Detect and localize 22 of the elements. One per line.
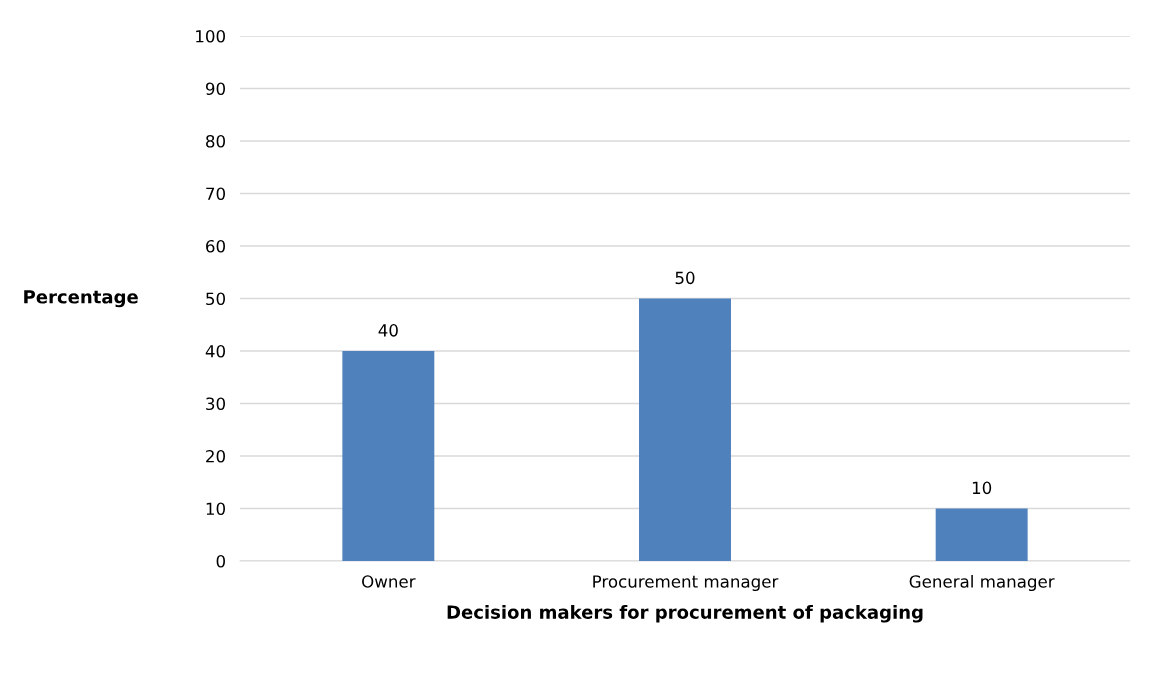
bar bbox=[342, 351, 435, 561]
y-tick-label: 100 bbox=[196, 29, 225, 43]
data-label: 10 bbox=[972, 481, 992, 495]
bar bbox=[639, 298, 731, 561]
y-tick-label: 80 bbox=[206, 134, 225, 148]
x-axis-title: Decision makers for procurement of packaging bbox=[447, 604, 923, 623]
y-tick-label: 0 bbox=[216, 554, 225, 568]
y-tick-label: 60 bbox=[206, 239, 225, 253]
data-label: 50 bbox=[675, 271, 695, 285]
y-axis-title: Percentage bbox=[24, 290, 138, 308]
x-tick-label: Owner bbox=[362, 575, 416, 588]
y-tick-label: 90 bbox=[205, 82, 225, 96]
bar bbox=[935, 508, 1028, 561]
y-tick-label: 20 bbox=[206, 449, 225, 463]
y-tick-label: 40 bbox=[205, 344, 225, 358]
y-tick-label: 30 bbox=[206, 397, 225, 411]
x-tick-label: General manager bbox=[909, 574, 1055, 592]
y-tick-label: 50 bbox=[206, 292, 225, 306]
y-tick-label: 10 bbox=[206, 502, 225, 516]
y-tick-label: 70 bbox=[206, 187, 225, 201]
data-label: 40 bbox=[378, 324, 398, 337]
x-tick-label: Procurement manager bbox=[593, 575, 779, 592]
